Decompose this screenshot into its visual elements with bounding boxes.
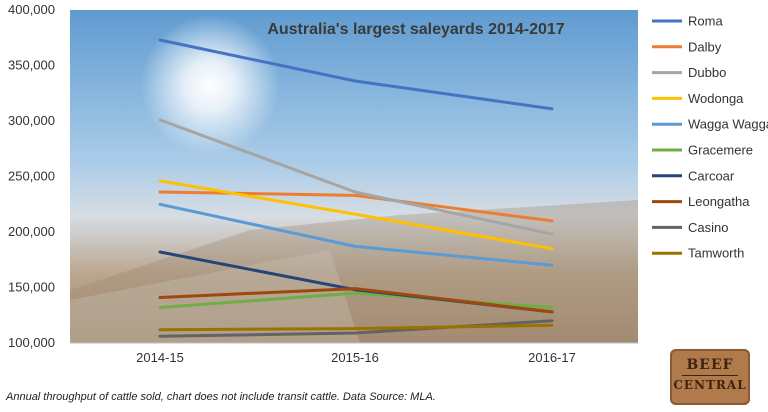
legend: Roma Dalby Dubbo Wodonga Wagga Wagga Gracemer… [652, 14, 768, 261]
axes: 100,000 150,000 200,000 250,000 300,000 350,0… [8, 2, 638, 365]
legend-label: Gracemere [688, 143, 753, 158]
legend-label: Tamworth [688, 246, 744, 261]
legend-label: Casino [688, 220, 728, 235]
series-lines [158, 38, 554, 338]
x-tick-label: 2016-17 [528, 350, 576, 365]
legend-label: Wodonga [688, 91, 744, 106]
x-tick-label: 2014-15 [136, 350, 184, 365]
y-tick-label: 150,000 [8, 280, 55, 295]
y-tick-label: 300,000 [8, 113, 55, 128]
y-tick-label: 350,000 [8, 58, 55, 73]
legend-label: Dubbo [688, 65, 726, 80]
y-tick-label: 100,000 [8, 335, 55, 350]
logo-line2: CENTRAL [673, 378, 747, 392]
y-tick-label: 400,000 [8, 2, 55, 17]
legend-label: Roma [688, 14, 723, 29]
chart-title: Australia's largest saleyards 2014-2017 [267, 21, 564, 38]
y-tick-label: 200,000 [8, 224, 55, 239]
series-line-leongatha [158, 287, 554, 314]
series-line-wodonga [158, 179, 554, 251]
series-line-wagga-wagga [158, 202, 554, 267]
legend-label: Dalby [688, 39, 722, 54]
x-tick-label: 2015-16 [331, 350, 379, 365]
legend-label: Leongatha [688, 194, 750, 209]
series-line-dubbo [158, 118, 554, 236]
logo-line1: BEEF [686, 357, 734, 373]
legend-label: Wagga Wagga [688, 117, 768, 132]
chart-caption: Annual throughput of cattle sold, chart … [6, 391, 436, 403]
series-line-roma [158, 38, 554, 111]
y-tick-label: 250,000 [8, 169, 55, 184]
beef-central-logo: BEEF CENTRAL [670, 349, 750, 405]
logo-divider [682, 375, 738, 376]
series-line-tamworth [158, 323, 554, 332]
legend-label: Carcoar [688, 168, 735, 183]
